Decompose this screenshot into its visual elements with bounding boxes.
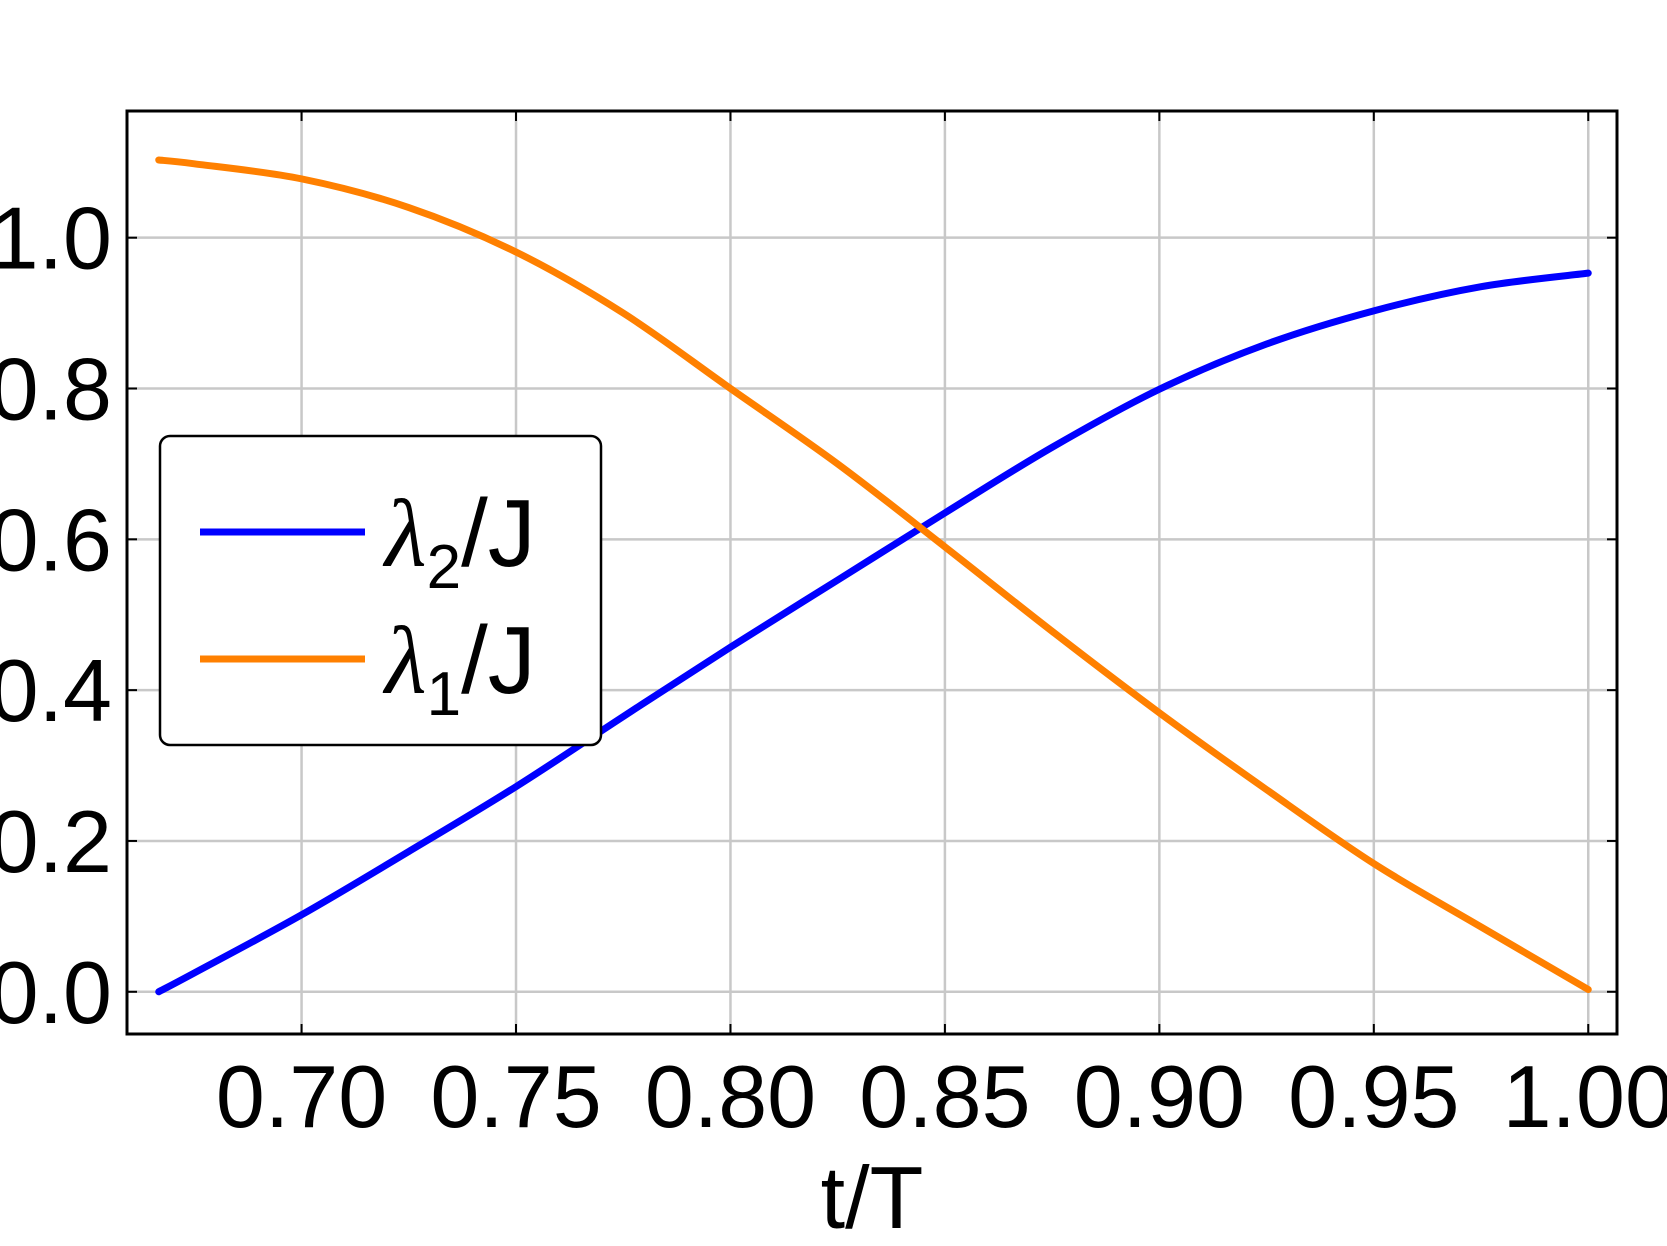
x-tick-label: 0.95 bbox=[1288, 1047, 1459, 1146]
legend-label-symbol: λ bbox=[382, 607, 427, 714]
legend-label: λ1/J bbox=[382, 607, 536, 729]
legend-label-suffix: /J bbox=[461, 607, 536, 714]
x-tick-label: 1.00 bbox=[1503, 1047, 1667, 1146]
series-lines bbox=[155, 156, 1592, 996]
y-tick-label: 0.4 bbox=[0, 641, 112, 740]
x-tick-labels: 0.70 0.75 0.80 0.85 0.90 0.95 1.00 bbox=[216, 1047, 1667, 1146]
legend-label-symbol: λ bbox=[382, 480, 427, 587]
y-tick-label: 0.6 bbox=[0, 490, 112, 589]
series-line-2 bbox=[155, 156, 1592, 994]
y-tick-label: 1.0 bbox=[0, 189, 112, 288]
x-tick-label: 0.80 bbox=[645, 1047, 816, 1146]
legend-box bbox=[158, 434, 603, 747]
x-tick-label: 0.90 bbox=[1074, 1047, 1245, 1146]
series-line-1 bbox=[155, 269, 1592, 996]
x-axis-label: t/T bbox=[821, 1148, 924, 1246]
axis-ticks bbox=[127, 111, 1617, 1034]
y-tick-labels: 0.0 0.2 0.4 0.6 0.8 1.0 bbox=[0, 189, 112, 1042]
legend: λ2/Jλ1/J bbox=[158, 434, 603, 747]
y-tick-label: 0.8 bbox=[0, 340, 112, 439]
legend-label-suffix: /J bbox=[461, 480, 536, 587]
legend-label: λ2/J bbox=[382, 480, 536, 602]
x-tick-label: 0.70 bbox=[216, 1047, 387, 1146]
legend-label-subscript: 2 bbox=[427, 533, 461, 602]
x-tick-label: 0.75 bbox=[430, 1047, 601, 1146]
x-tick-label: 0.85 bbox=[859, 1047, 1030, 1146]
legend-label-subscript: 1 bbox=[427, 660, 461, 729]
y-tick-label: 0.0 bbox=[0, 943, 112, 1042]
plot-frame bbox=[125, 109, 1619, 1036]
y-tick-label: 0.2 bbox=[0, 792, 112, 891]
